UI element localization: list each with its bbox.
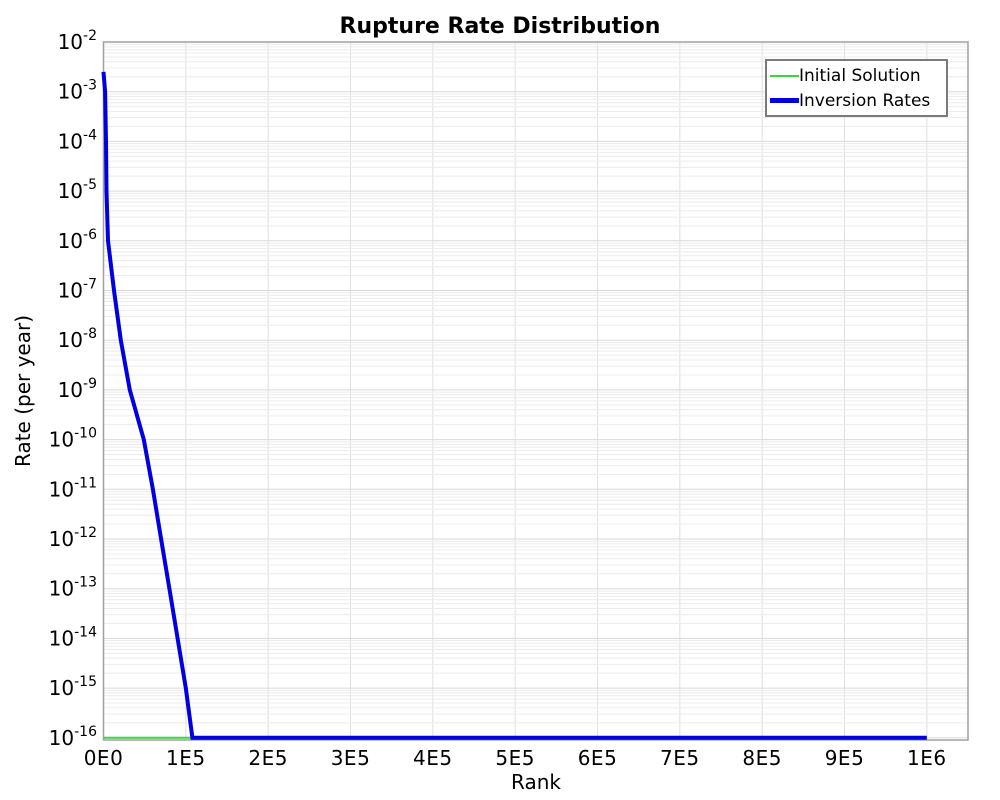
y-tick-label: 10-7	[58, 277, 97, 303]
y-tick-label: 10-9	[58, 376, 97, 402]
y-tick-labels: 10-2 10-3 10-4 10-5 10-6 10-7 10-8 10-9 10-10 10-…	[49, 28, 97, 750]
chart-title: Rupture Rate Distribution	[340, 14, 661, 39]
x-tick-label: 1E6	[907, 746, 947, 770]
x-tick-label: 5E5	[495, 746, 535, 770]
x-tick-label: 6E5	[578, 746, 618, 770]
legend-label: Inversion Rates	[799, 90, 931, 111]
legend-swatch-initial-solution	[770, 74, 799, 77]
y-tick-label: 10-4	[58, 127, 98, 153]
y-tick-label: 10-3	[58, 78, 97, 104]
x-tick-label: 3E5	[331, 746, 371, 770]
x-tick-label: 9E5	[825, 746, 865, 770]
legend-label: Initial Solution	[799, 65, 921, 86]
series-line-inversion-rates	[101, 71, 927, 740]
y-tick-label: 10-2	[58, 28, 97, 54]
y-tick-label: 10-8	[58, 326, 97, 352]
y-axis-title: Rate (per year)	[11, 315, 35, 467]
x-tick-label: 1E5	[166, 746, 206, 770]
y-tick-label: 10-11	[49, 475, 97, 501]
x-tick-label: 2E5	[248, 746, 288, 770]
legend: Initial Solution Inversion Rates	[765, 59, 948, 117]
y-tick-label: 10-6	[58, 227, 98, 253]
x-tick-label: 0E0	[84, 746, 124, 770]
x-axis-title: Rank	[511, 770, 561, 794]
x-tick-labels: 0E0 1E5 2E5 3E5 4E5 5E5 6E5 7E5 8E5 9E5 1E6	[84, 746, 947, 770]
x-tick-label: 7E5	[660, 746, 700, 770]
y-tick-label: 10-15	[49, 674, 97, 700]
y-tick-label: 10-10	[49, 426, 97, 452]
legend-item-initial-solution: Initial Solution	[767, 63, 946, 88]
legend-swatch-inversion-rates	[770, 98, 799, 103]
y-tick-label: 10-13	[49, 575, 97, 601]
plot-frame	[102, 41, 969, 741]
y-tick-label: 10-12	[49, 525, 97, 551]
legend-item-inversion-rates: Inversion Rates	[767, 88, 946, 113]
y-tick-label: 10-5	[58, 177, 97, 203]
gridlines	[103, 42, 968, 740]
series-lines	[101, 71, 927, 740]
y-tick-label: 10-14	[49, 624, 97, 650]
x-tick-label: 4E5	[413, 746, 453, 770]
x-tick-label: 8E5	[742, 746, 782, 770]
